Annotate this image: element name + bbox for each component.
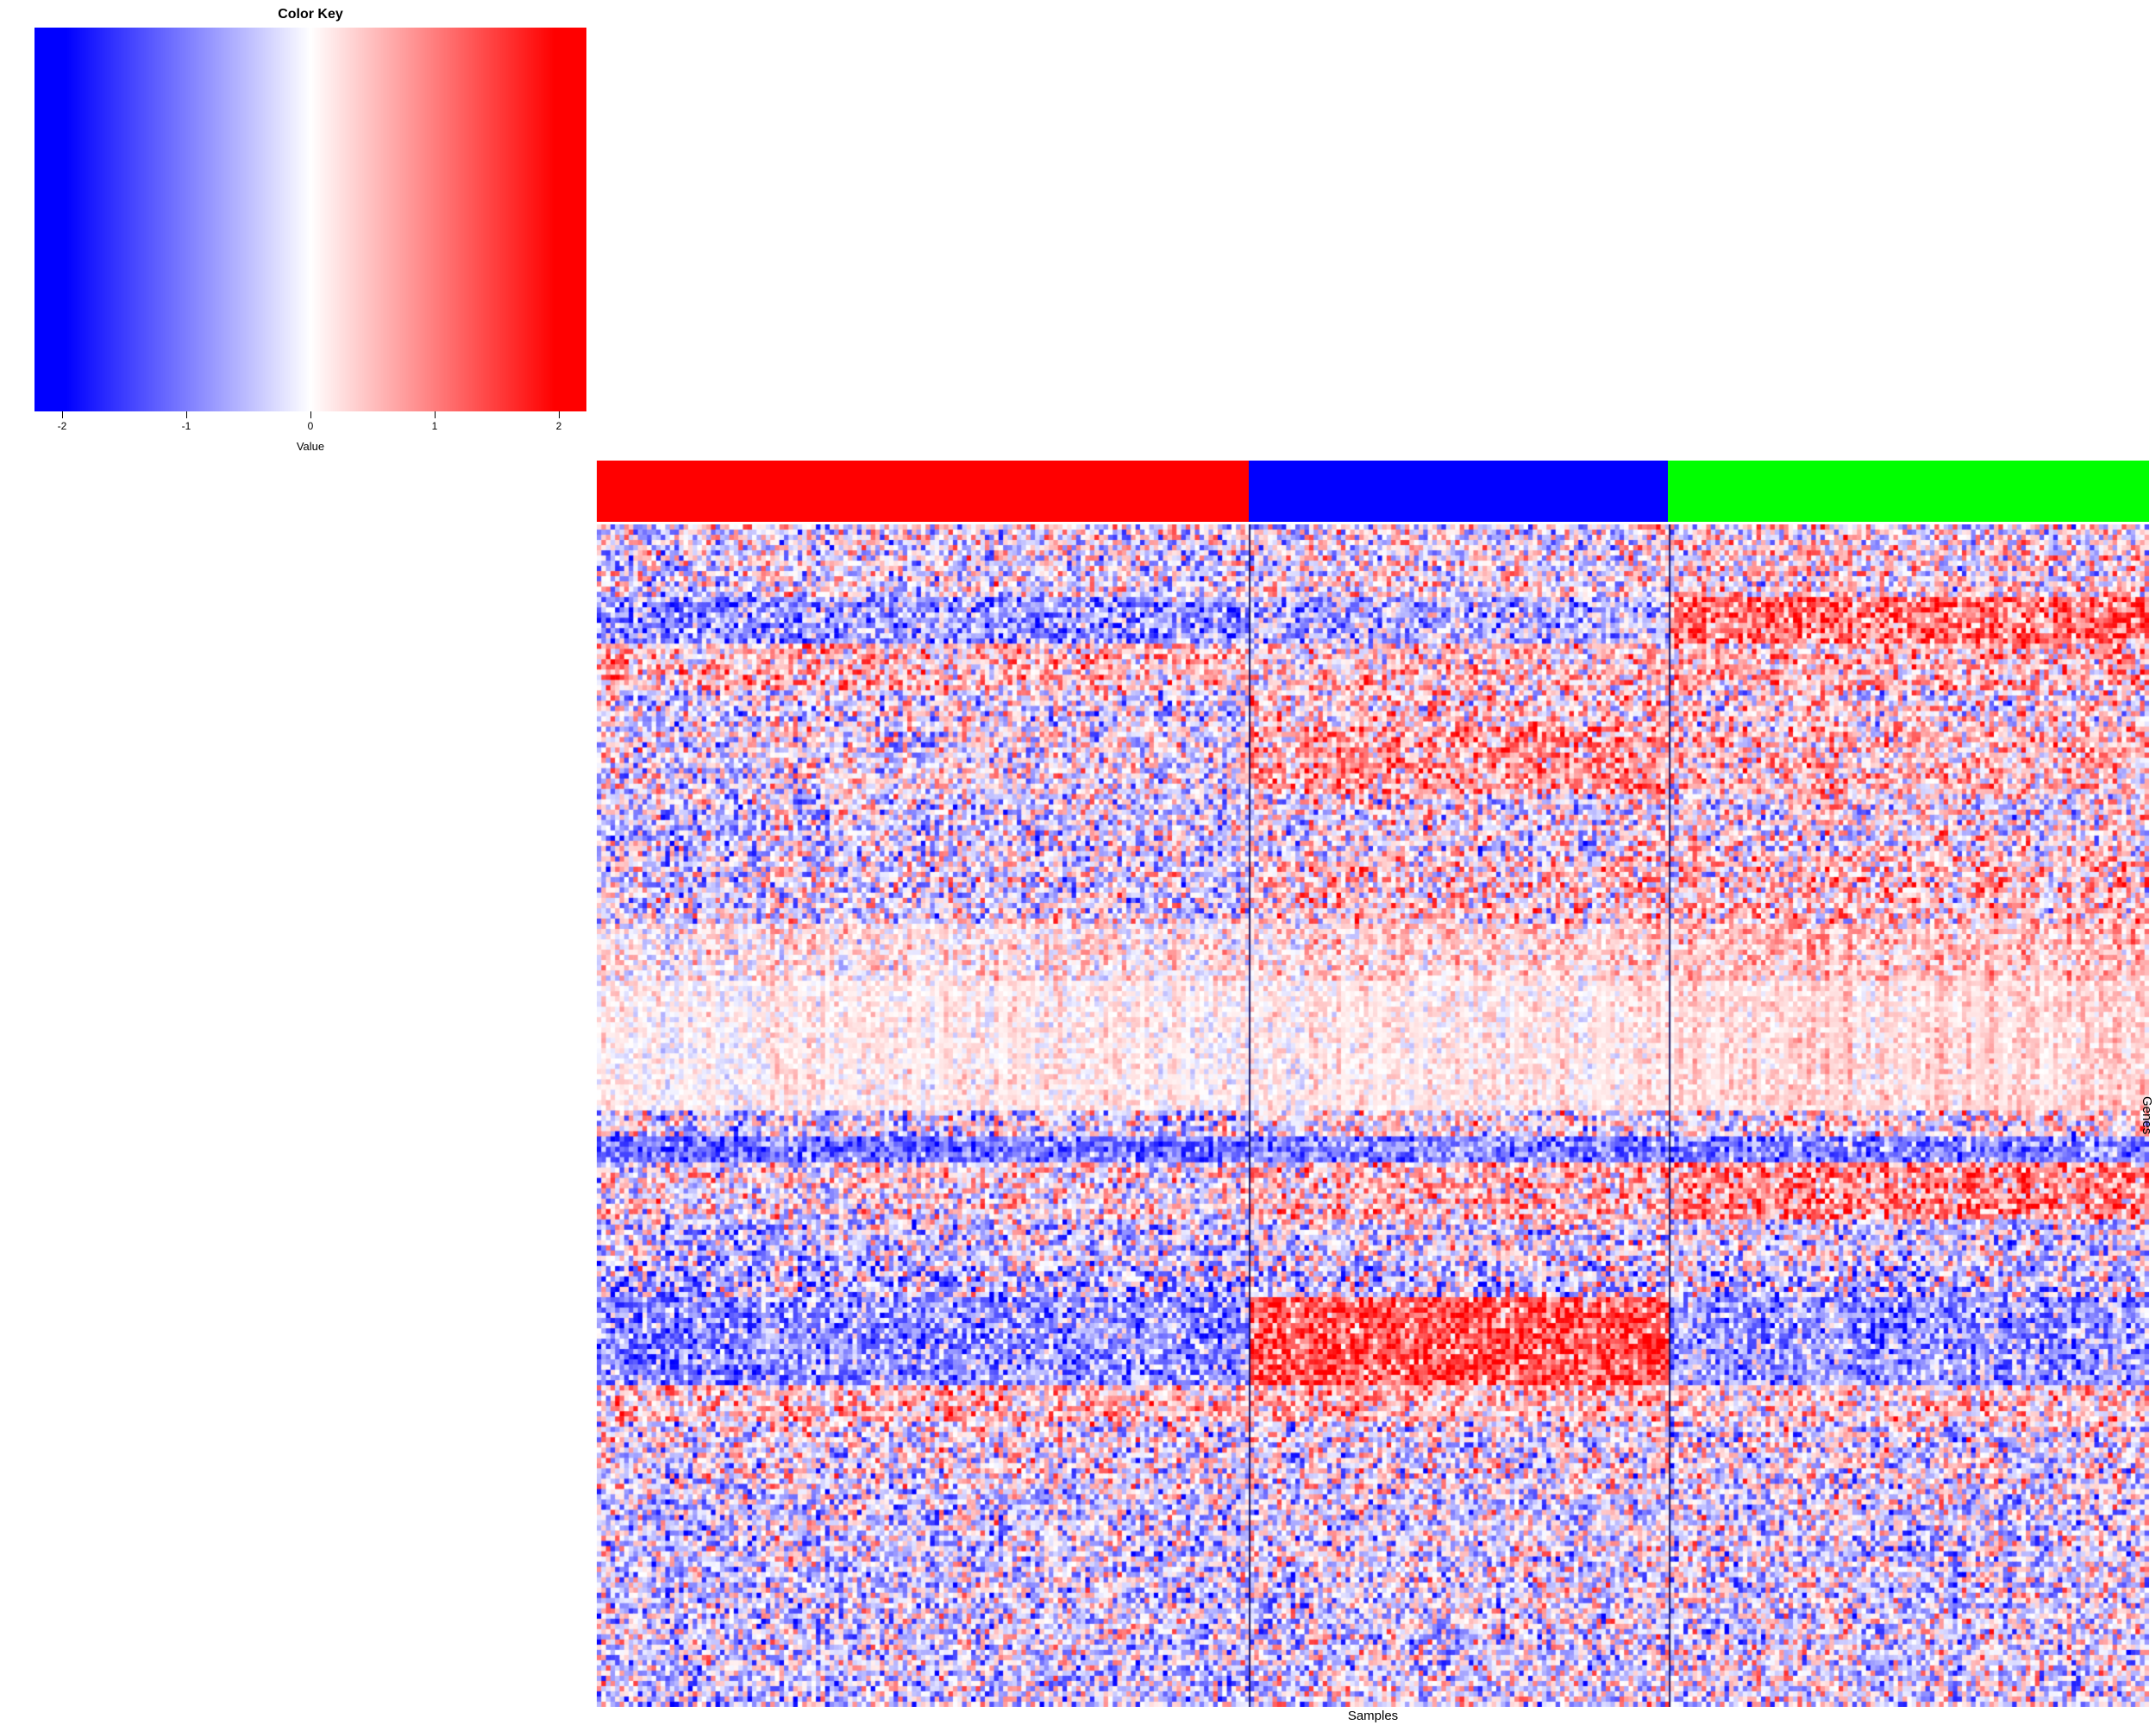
column-side-colors xyxy=(597,461,2149,522)
col-group-1 xyxy=(597,461,1249,522)
y-axis-label: Genes xyxy=(2140,1096,2154,1135)
color-key: Color Key -2 -1 0 1 2 Value xyxy=(34,7,586,464)
color-key-tick-label: 2 xyxy=(555,420,562,432)
color-key-tick-label: -1 xyxy=(181,420,191,432)
color-key-tick xyxy=(310,411,311,418)
color-key-tick xyxy=(559,411,560,418)
heatmap-cells xyxy=(597,524,2149,1707)
x-axis-label: Samples xyxy=(1347,1709,1399,1723)
col-group-2 xyxy=(1249,461,1668,522)
color-key-tick xyxy=(435,411,436,418)
color-key-gradient xyxy=(34,28,586,411)
color-key-tick-label: 1 xyxy=(431,420,438,432)
col-group-3 xyxy=(1668,461,2149,522)
color-key-tick-label: -2 xyxy=(57,420,67,432)
color-key-axis-label: Value xyxy=(296,440,325,453)
color-key-tick-label: 0 xyxy=(307,420,314,432)
color-key-tick xyxy=(186,411,187,418)
color-key-title: Color Key xyxy=(278,7,343,22)
color-key-tick xyxy=(62,411,63,418)
color-key-axis: -2 -1 0 1 2 xyxy=(34,411,586,446)
